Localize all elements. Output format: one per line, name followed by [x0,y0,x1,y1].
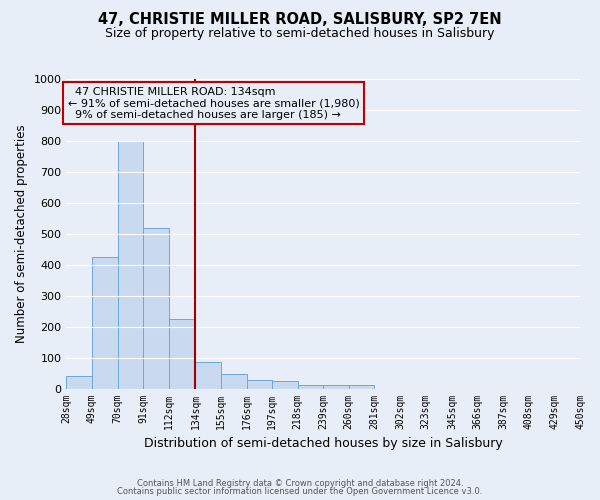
Bar [92,257,118,388]
Bar [298,385,323,388]
Text: 47 CHRISTIE MILLER ROAD: 134sqm
← 91% of semi-detached houses are smaller (1,980: 47 CHRISTIE MILLER ROAD: 134sqm ← 91% of… [68,86,359,120]
Bar [221,374,247,388]
Bar [169,319,196,388]
Y-axis label: Number of semi-detached properties: Number of semi-detached properties [15,124,28,343]
Bar [196,362,221,388]
Bar [272,381,298,388]
Bar [143,228,169,388]
Text: 47, CHRISTIE MILLER ROAD, SALISBURY, SP2 7EN: 47, CHRISTIE MILLER ROAD, SALISBURY, SP2… [98,12,502,28]
Text: Contains public sector information licensed under the Open Government Licence v3: Contains public sector information licen… [118,487,482,496]
Bar [67,376,92,388]
Bar [118,141,143,388]
Bar [323,386,349,388]
Text: Contains HM Land Registry data © Crown copyright and database right 2024.: Contains HM Land Registry data © Crown c… [137,478,463,488]
Bar [349,386,374,388]
Text: Size of property relative to semi-detached houses in Salisbury: Size of property relative to semi-detach… [105,28,495,40]
X-axis label: Distribution of semi-detached houses by size in Salisbury: Distribution of semi-detached houses by … [144,437,503,450]
Bar [247,380,272,388]
